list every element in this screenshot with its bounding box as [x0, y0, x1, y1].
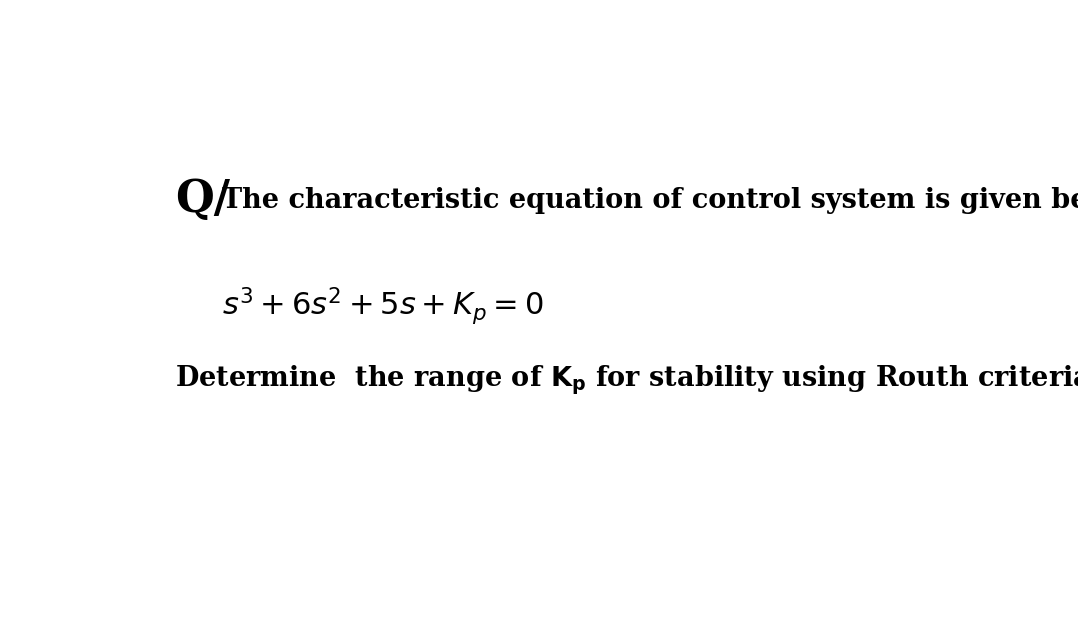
Text: $s^{3} + 6s^{2} + 5s + K_{p} = 0$: $s^{3} + 6s^{2} + 5s + K_{p} = 0$ — [222, 285, 544, 326]
Text: The characteristic equation of control system is given below.: The characteristic equation of control s… — [222, 186, 1078, 214]
Text: Q/: Q/ — [175, 179, 230, 221]
Text: Determine  the range of $\mathbf{K}_{\mathbf{p}}$ for stability using Routh crit: Determine the range of $\mathbf{K}_{\mat… — [175, 364, 1078, 397]
